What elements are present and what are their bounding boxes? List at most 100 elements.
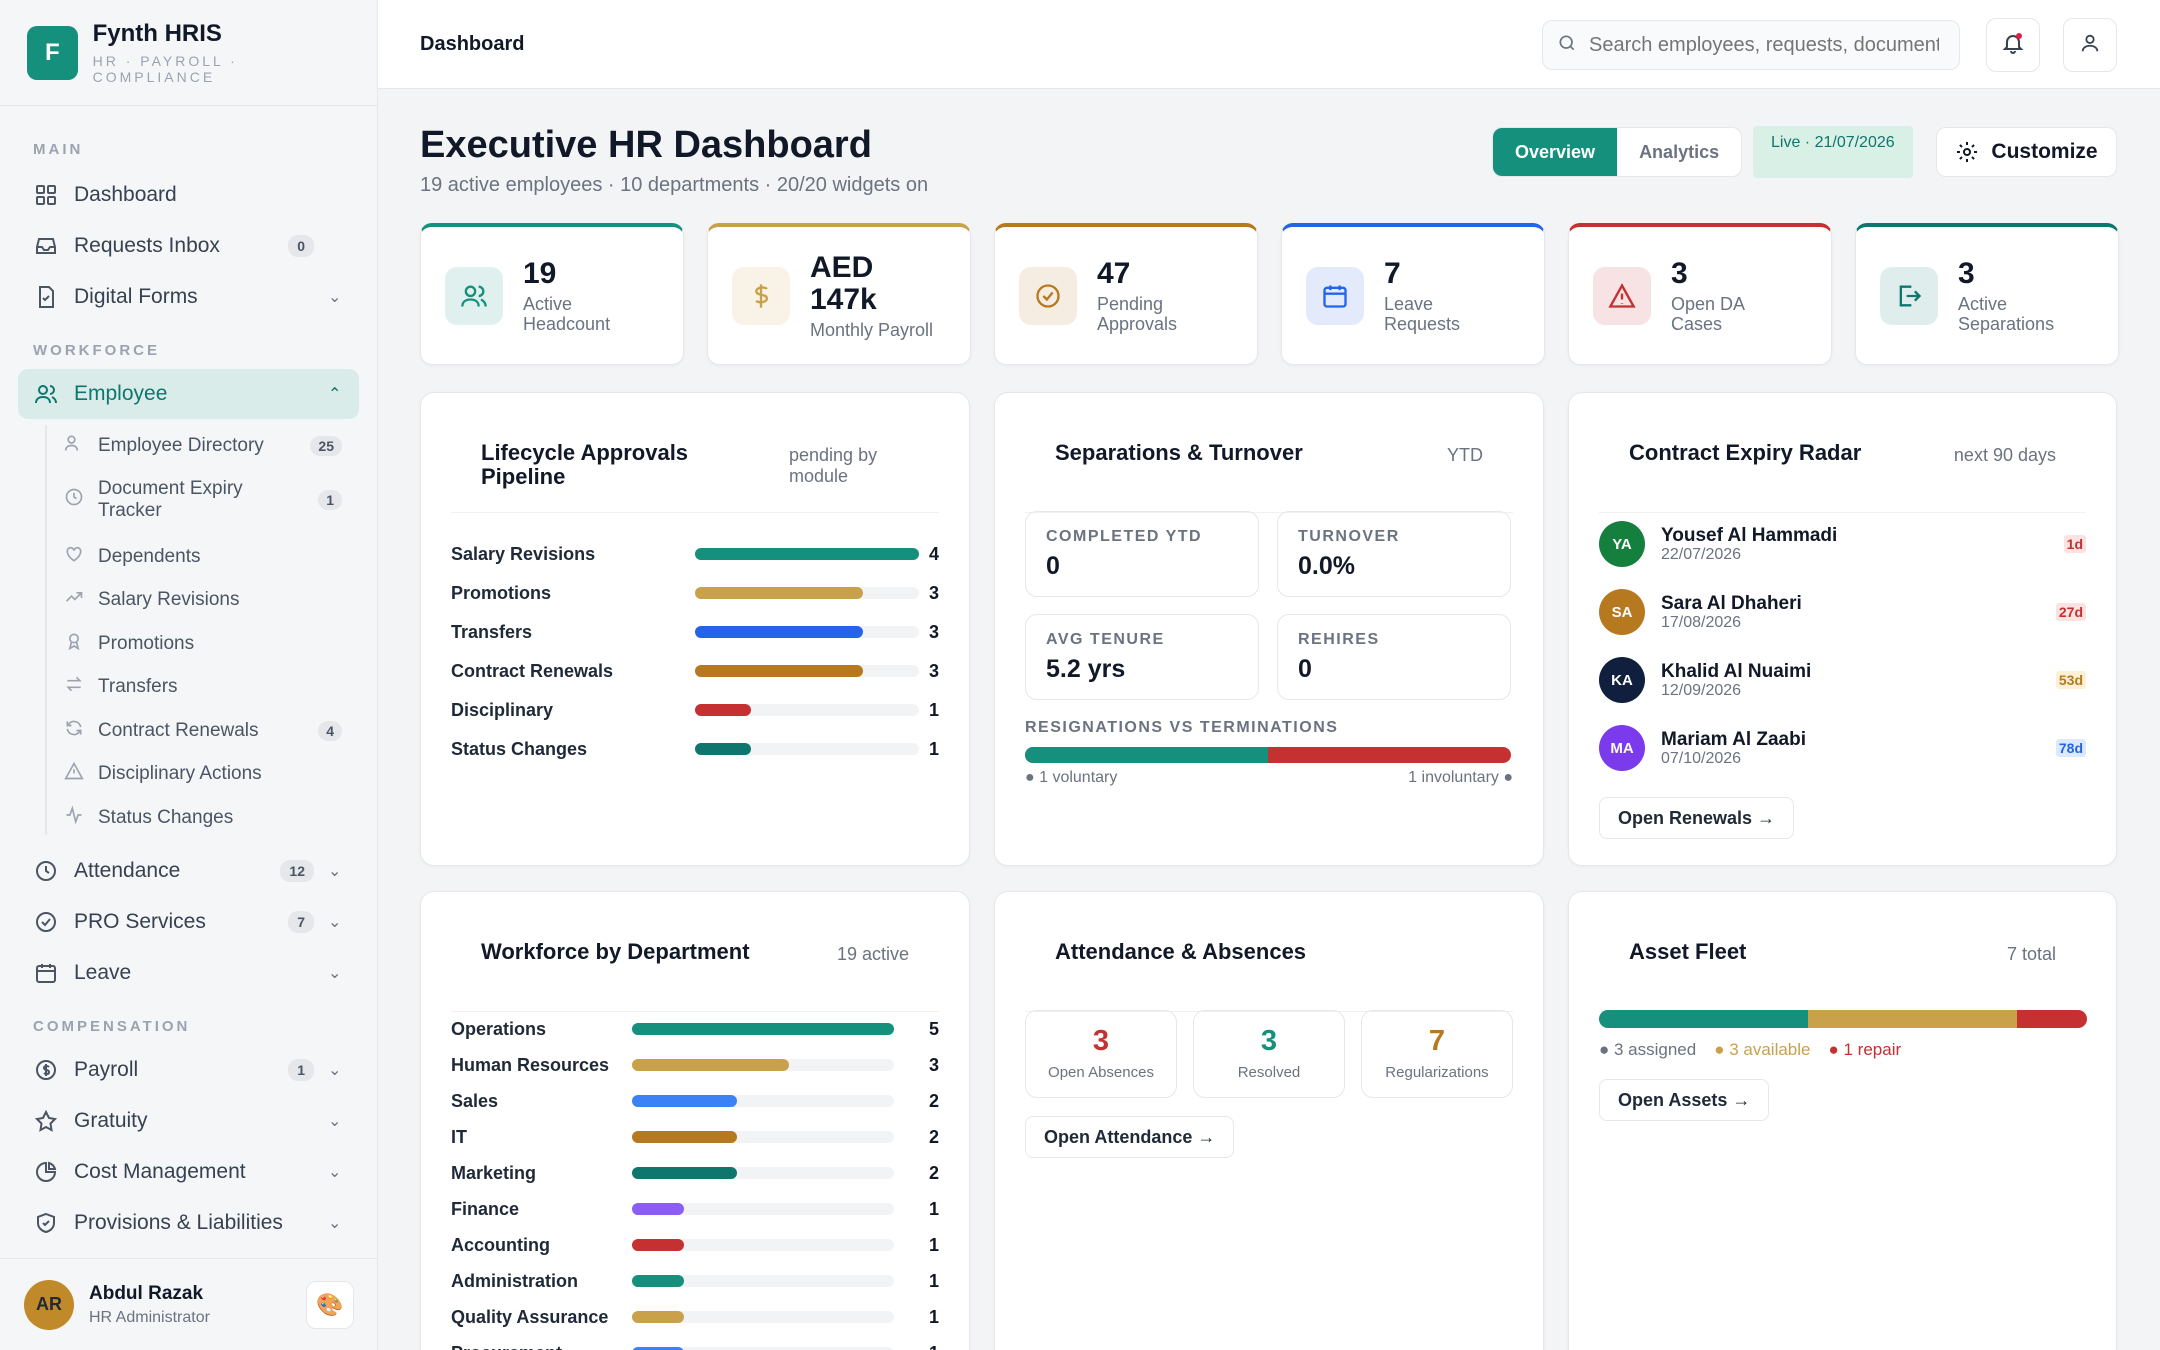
brand-name: Fynth HRIS	[92, 20, 222, 47]
bar-row: Accounting 1	[451, 1233, 939, 1257]
contract-row[interactable]: KA Khalid Al Nuaimi 12/09/2026 53d	[1599, 656, 2086, 704]
search-input[interactable]	[1589, 33, 1939, 57]
bar-row: Salary Revisions 4	[451, 542, 939, 566]
kpi-approvals[interactable]: 47 Pending Approvals	[994, 223, 1258, 365]
chevron-down-icon: ⌄	[328, 863, 342, 880]
sidebar-subitem-status[interactable]: Status Changes	[64, 805, 354, 831]
bar-value: 3	[928, 621, 939, 642]
sidebar-subitem-disciplinary[interactable]: Disciplinary Actions	[64, 761, 354, 787]
bar-fill	[632, 1059, 790, 1071]
profile-button[interactable]	[2063, 18, 2117, 72]
sidebar-item-provisions[interactable]: Provisions & Liabilities ⌄	[18, 1198, 359, 1248]
kpi-payroll[interactable]: AED 147k Monthly Payroll	[707, 223, 971, 365]
sidebar-subitem-dependents[interactable]: Dependents	[64, 544, 354, 570]
kpi-separations[interactable]: 3 Active Separations	[1855, 223, 2119, 365]
tab-overview[interactable]: Overview	[1493, 128, 1618, 176]
bar-fill	[632, 1095, 737, 1107]
card-meta: 7 total	[2006, 944, 2056, 964]
days-badge: 78d	[2055, 739, 2086, 757]
document-icon	[33, 284, 59, 310]
sidebar-item-forms[interactable]: Digital Forms ⌄	[18, 272, 359, 322]
attendance-stat[interactable]: 7 Regularizations	[1361, 1010, 1513, 1098]
bar-label: Promotions	[451, 582, 552, 603]
open-assets-button[interactable]: Open Assets →	[1599, 1079, 1770, 1121]
users-icon	[445, 266, 503, 325]
kpi-headcount[interactable]: 19 Active Headcount	[420, 223, 684, 365]
attendance-stat[interactable]: 3 Open Absences	[1025, 1010, 1177, 1098]
bar-value: 4	[928, 543, 939, 564]
sidebar-item-payroll[interactable]: Payroll 1 ⌄	[18, 1045, 359, 1095]
legend-available: ● 3 available	[1714, 1040, 1811, 1059]
avatar: MA	[1599, 725, 1645, 771]
card-title: Attendance & Absences	[1055, 939, 1307, 964]
person-name: Khalid Al Nuaimi	[1661, 660, 1812, 682]
card-meta: 19 active	[836, 944, 909, 964]
bar-track	[632, 1203, 894, 1215]
chevron-down-icon: ⌄	[328, 965, 342, 982]
sidebar-subitem-transfers[interactable]: Transfers	[64, 674, 354, 700]
subitem-label: Transfers	[98, 676, 178, 697]
bar-label: Finance	[451, 1198, 520, 1219]
notifications-button[interactable]	[1986, 18, 2040, 72]
open-renewals-button[interactable]: Open Renewals →	[1599, 797, 1795, 839]
subitem-label: Disciplinary Actions	[98, 763, 262, 784]
sidebar-item-cost[interactable]: Cost Management ⌄	[18, 1147, 359, 1197]
trending-up-icon	[64, 587, 86, 613]
sidebar-item-gratuity[interactable]: Gratuity ⌄	[18, 1096, 359, 1146]
page-title: Executive HR Dashboard	[420, 124, 872, 166]
brand-logo: F	[27, 25, 78, 80]
days-badge: 53d	[2055, 671, 2086, 689]
search-icon	[1557, 33, 1577, 58]
calendar-icon	[33, 960, 59, 986]
breadcrumb: Dashboard	[420, 33, 525, 55]
sidebar-subitem-salary[interactable]: Salary Revisions	[64, 587, 354, 613]
contract-row[interactable]: MA Mariam Al Zaabi 07/10/2026 78d	[1599, 724, 2086, 772]
kpi-leave[interactable]: 7 Leave Requests	[1281, 223, 1545, 365]
kpi-da-cases[interactable]: 3 Open DA Cases	[1568, 223, 1832, 365]
bar-row: Human Resources 3	[451, 1053, 939, 1077]
sidebar-item-employee[interactable]: Employee ⌃	[18, 369, 359, 419]
section-main: MAIN	[33, 141, 84, 158]
chevron-down-icon: ⌄	[328, 1062, 342, 1079]
bar-fill	[695, 626, 863, 638]
user-profile[interactable]: AR Abdul Razak HR Administrator 🎨	[0, 1258, 378, 1350]
check-circle-icon	[1019, 266, 1077, 325]
sidebar-item-pro[interactable]: PRO Services 7 ⌄	[18, 897, 359, 947]
search-box[interactable]	[1542, 20, 1960, 70]
sidebar-item-dashboard[interactable]: Dashboard	[18, 170, 359, 220]
kpi-value: 19	[523, 256, 557, 290]
sidebar-item-leave[interactable]: Leave ⌄	[18, 948, 359, 998]
bar-track	[632, 1023, 894, 1035]
bar-track	[632, 1311, 894, 1323]
kpi-value: 3	[1671, 256, 1688, 290]
bar-label: Accounting	[451, 1234, 550, 1255]
bar-row: Procurement 1	[451, 1341, 939, 1350]
attendance-stat[interactable]: 3 Resolved	[1193, 1010, 1345, 1098]
user-icon	[2079, 32, 2101, 59]
bell-icon	[2001, 31, 2025, 60]
contract-row[interactable]: YA Yousef Al Hammadi 22/07/2026 1d	[1599, 520, 2086, 568]
stat-label: AVG TENURE	[1046, 631, 1165, 648]
sidebar-item-requests[interactable]: Requests Inbox 0	[18, 221, 359, 271]
sidebar-item-attendance[interactable]: Attendance 12 ⌄	[18, 846, 359, 896]
bar-row: Status Changes 1	[451, 737, 939, 761]
sidebar-item-label: Employee	[74, 382, 168, 405]
customize-button[interactable]: Customize	[1936, 127, 2117, 177]
chevron-down-icon: ⌄	[328, 289, 342, 306]
sidebar-subitem-directory[interactable]: Employee Directory 25	[64, 433, 354, 459]
theme-button[interactable]: 🎨	[306, 1280, 354, 1329]
sidebar-subitem-doc-expiry[interactable]: Document Expiry Tracker 1	[64, 478, 354, 522]
kpi-label: Monthly Payroll	[810, 319, 934, 340]
attendance-value: 3	[1092, 1025, 1110, 1057]
sidebar-subitem-renewals[interactable]: Contract Renewals 4	[64, 718, 354, 744]
contract-row[interactable]: SA Sara Al Dhaheri 17/08/2026 27d	[1599, 588, 2086, 636]
grid-icon	[33, 182, 59, 208]
sidebar-item-label: Cost Management	[74, 1160, 246, 1183]
bar-value: 1	[928, 1234, 939, 1255]
tab-analytics[interactable]: Analytics	[1639, 141, 1720, 162]
award-icon	[64, 631, 86, 657]
brand[interactable]: F Fynth HRIS HR · PAYROLL · COMPLIANCE	[0, 0, 377, 106]
stat-tenure: AVG TENURE 5.2 yrs	[1025, 614, 1259, 700]
open-attendance-button[interactable]: Open Attendance →	[1025, 1116, 1235, 1158]
sidebar-subitem-promotions[interactable]: Promotions	[64, 631, 354, 657]
